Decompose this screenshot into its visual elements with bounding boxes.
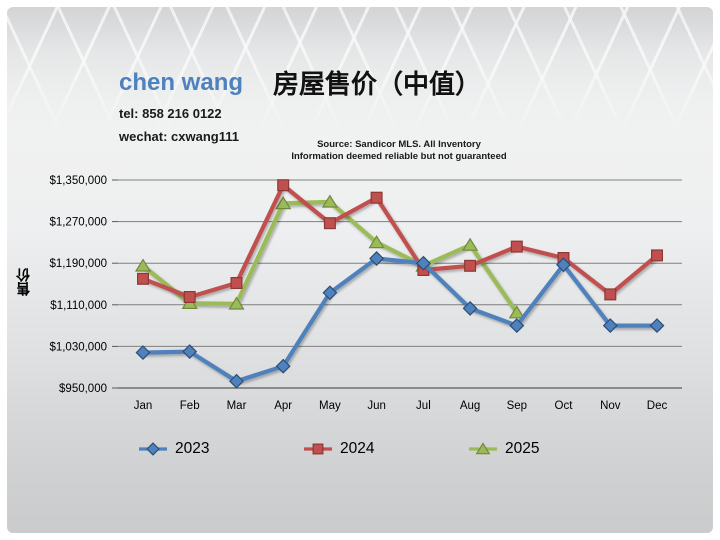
price-line-chart: $950,000 $1,030,000 $1,110,000 $1,190,000 $1…	[49, 175, 682, 412]
x-tick-label: Dec	[647, 400, 668, 412]
series-2024-point	[370, 191, 383, 204]
series-2024-point	[323, 217, 336, 230]
x-tick-label: Aug	[460, 400, 480, 412]
source-line-2: Information deemed reliable but not guar…	[291, 151, 507, 162]
page-title: 房屋售价（中值）	[272, 69, 481, 99]
series-2023-point	[602, 318, 618, 334]
agent-info-block: chen wang tel: 858 216 0122 wechat: cxwa…	[119, 69, 243, 144]
x-tick-label: Nov	[600, 400, 621, 412]
series-2024-point	[137, 272, 150, 285]
legend-marker-shape	[475, 442, 491, 455]
background-pattern-fade	[7, 47, 713, 139]
x-tick-label: Apr	[274, 400, 292, 412]
agent-phone: tel: 858 216 0122	[119, 106, 222, 121]
legend-label-2023: 2023	[175, 440, 210, 457]
series-2023-point	[135, 345, 151, 361]
series-2025-point	[462, 237, 479, 251]
series-2024-point	[277, 179, 290, 192]
x-tick-label: Sep	[507, 400, 527, 412]
legend-marker-2025-triangle-icon	[469, 442, 497, 455]
chart-legend: 2023 2024 2025	[138, 440, 633, 458]
series-2024-point	[604, 288, 617, 301]
x-tick-label: Jun	[367, 400, 386, 412]
series-2024-point	[510, 240, 523, 253]
series-2025-point	[508, 305, 525, 319]
series-2023-point	[369, 251, 385, 266]
series-2023-point	[415, 255, 431, 271]
legend-label-2025: 2025	[505, 440, 540, 457]
series-2023-point	[556, 257, 571, 273]
series-2025-point	[275, 196, 292, 210]
legend-marker-shape	[312, 443, 324, 455]
series-2023-point	[322, 285, 338, 301]
series-2023-point	[275, 358, 291, 374]
legend-item-2024: 2024	[303, 440, 468, 458]
series-2024-point	[464, 259, 477, 272]
series-2024-point	[183, 291, 196, 304]
y-tick-label: $950,000	[59, 383, 107, 395]
x-tick-label: Feb	[180, 400, 200, 412]
series-2023-line	[140, 256, 660, 384]
legend-marker-2023-diamond-icon	[139, 442, 167, 456]
series-2025-point	[321, 194, 338, 208]
agent-wechat: wechat: cxwang111	[119, 129, 239, 144]
series-2025-point	[134, 258, 152, 272]
series-2024-point	[650, 249, 663, 262]
source-note: Source: Sandicor MLS. All Inventory Info…	[239, 139, 559, 163]
legend-marker-shape	[146, 442, 160, 456]
y-tick-label: $1,030,000	[49, 341, 107, 353]
legend-label-2024: 2024	[340, 440, 375, 457]
x-tick-label: Oct	[555, 400, 574, 412]
legend-item-2025: 2025	[468, 440, 633, 458]
series-2023-point	[649, 318, 665, 334]
legend-marker-2024-square-icon	[304, 443, 332, 455]
series-2024-point	[230, 277, 243, 290]
y-tick-label: $1,110,000	[50, 300, 107, 312]
series-2023-point	[462, 300, 478, 316]
y-tick-label: $1,190,000	[49, 258, 107, 270]
series-2023-point	[509, 318, 525, 334]
slide: chen wang tel: 858 216 0122 wechat: cxwa…	[7, 7, 713, 533]
agent-name: chen wang	[119, 69, 244, 96]
x-tick-label: Mar	[227, 400, 247, 412]
x-tick-label: Jan	[134, 400, 153, 412]
source-line-1: Source: Sandicor MLS. All Inventory	[317, 139, 481, 150]
series-2025-point	[228, 296, 245, 310]
legend-item-2023: 2023	[138, 440, 303, 458]
series-2023-point	[182, 344, 198, 360]
y-tick-label: $1,350,000	[49, 175, 107, 187]
series-2025-point	[368, 235, 385, 249]
x-tick-label: Jul	[416, 400, 431, 412]
series-2024-line	[140, 183, 660, 300]
series-2023-point	[229, 373, 244, 389]
x-tick-label: May	[319, 400, 341, 412]
y-tick-label: $1,270,000	[49, 217, 107, 229]
